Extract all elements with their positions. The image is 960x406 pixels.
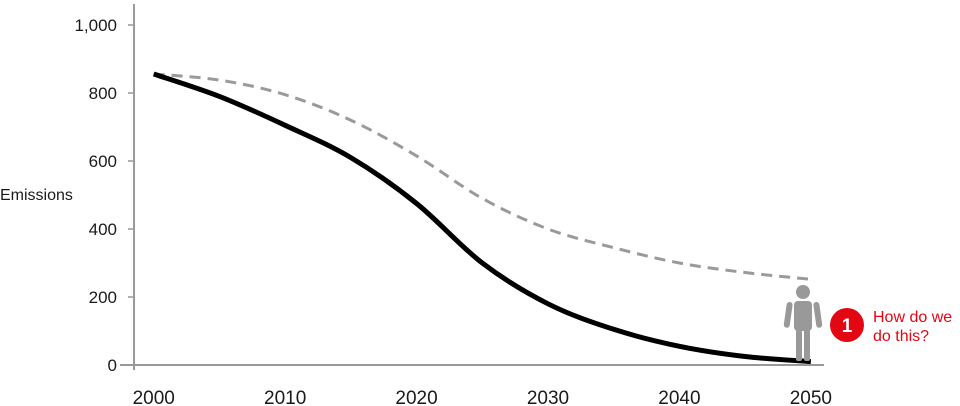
series-line-dashed — [153, 72, 812, 281]
x-tick-label: 2030 — [527, 388, 569, 406]
person-torso — [794, 301, 812, 331]
callout-text-line-1: How do we — [873, 309, 952, 326]
callout-badge-number: 1 — [842, 316, 853, 337]
x-tick-label: 2010 — [264, 388, 306, 406]
y-tick-label: 1,000 — [74, 16, 117, 35]
y-axis: Emissions — [0, 4, 135, 370]
x-tick-label: 2020 — [395, 388, 437, 406]
x-tick-label: 2040 — [658, 388, 700, 406]
series-line-solid — [152, 71, 812, 365]
series-group — [152, 71, 812, 365]
x-tick-label: 2050 — [790, 388, 832, 406]
y-axis-label: Emissions — [0, 187, 73, 204]
y-tick-label: 200 — [89, 288, 117, 307]
person-right-leg — [804, 328, 810, 361]
y-tick-label: 800 — [89, 84, 117, 103]
person-left-leg — [796, 328, 802, 361]
person-icon — [783, 285, 823, 361]
person-left-arm — [783, 301, 793, 328]
x-tick-label: 2000 — [133, 388, 175, 406]
y-tick-label: 0 — [108, 356, 117, 375]
callout-badge — [830, 308, 864, 342]
callout-annotation: 1 How do we do this? — [783, 285, 952, 361]
y-tick-label: 400 — [89, 220, 117, 239]
person-head — [796, 285, 810, 299]
person-right-arm — [813, 301, 823, 328]
y-tick-group: 0 200 400 600 800 1,000 — [74, 16, 134, 375]
x-tick-group: 2000 2010 2020 2030 2040 2050 — [133, 388, 832, 406]
y-tick-label: 600 — [89, 152, 117, 171]
callout-text-line-2: do this? — [873, 328, 929, 345]
